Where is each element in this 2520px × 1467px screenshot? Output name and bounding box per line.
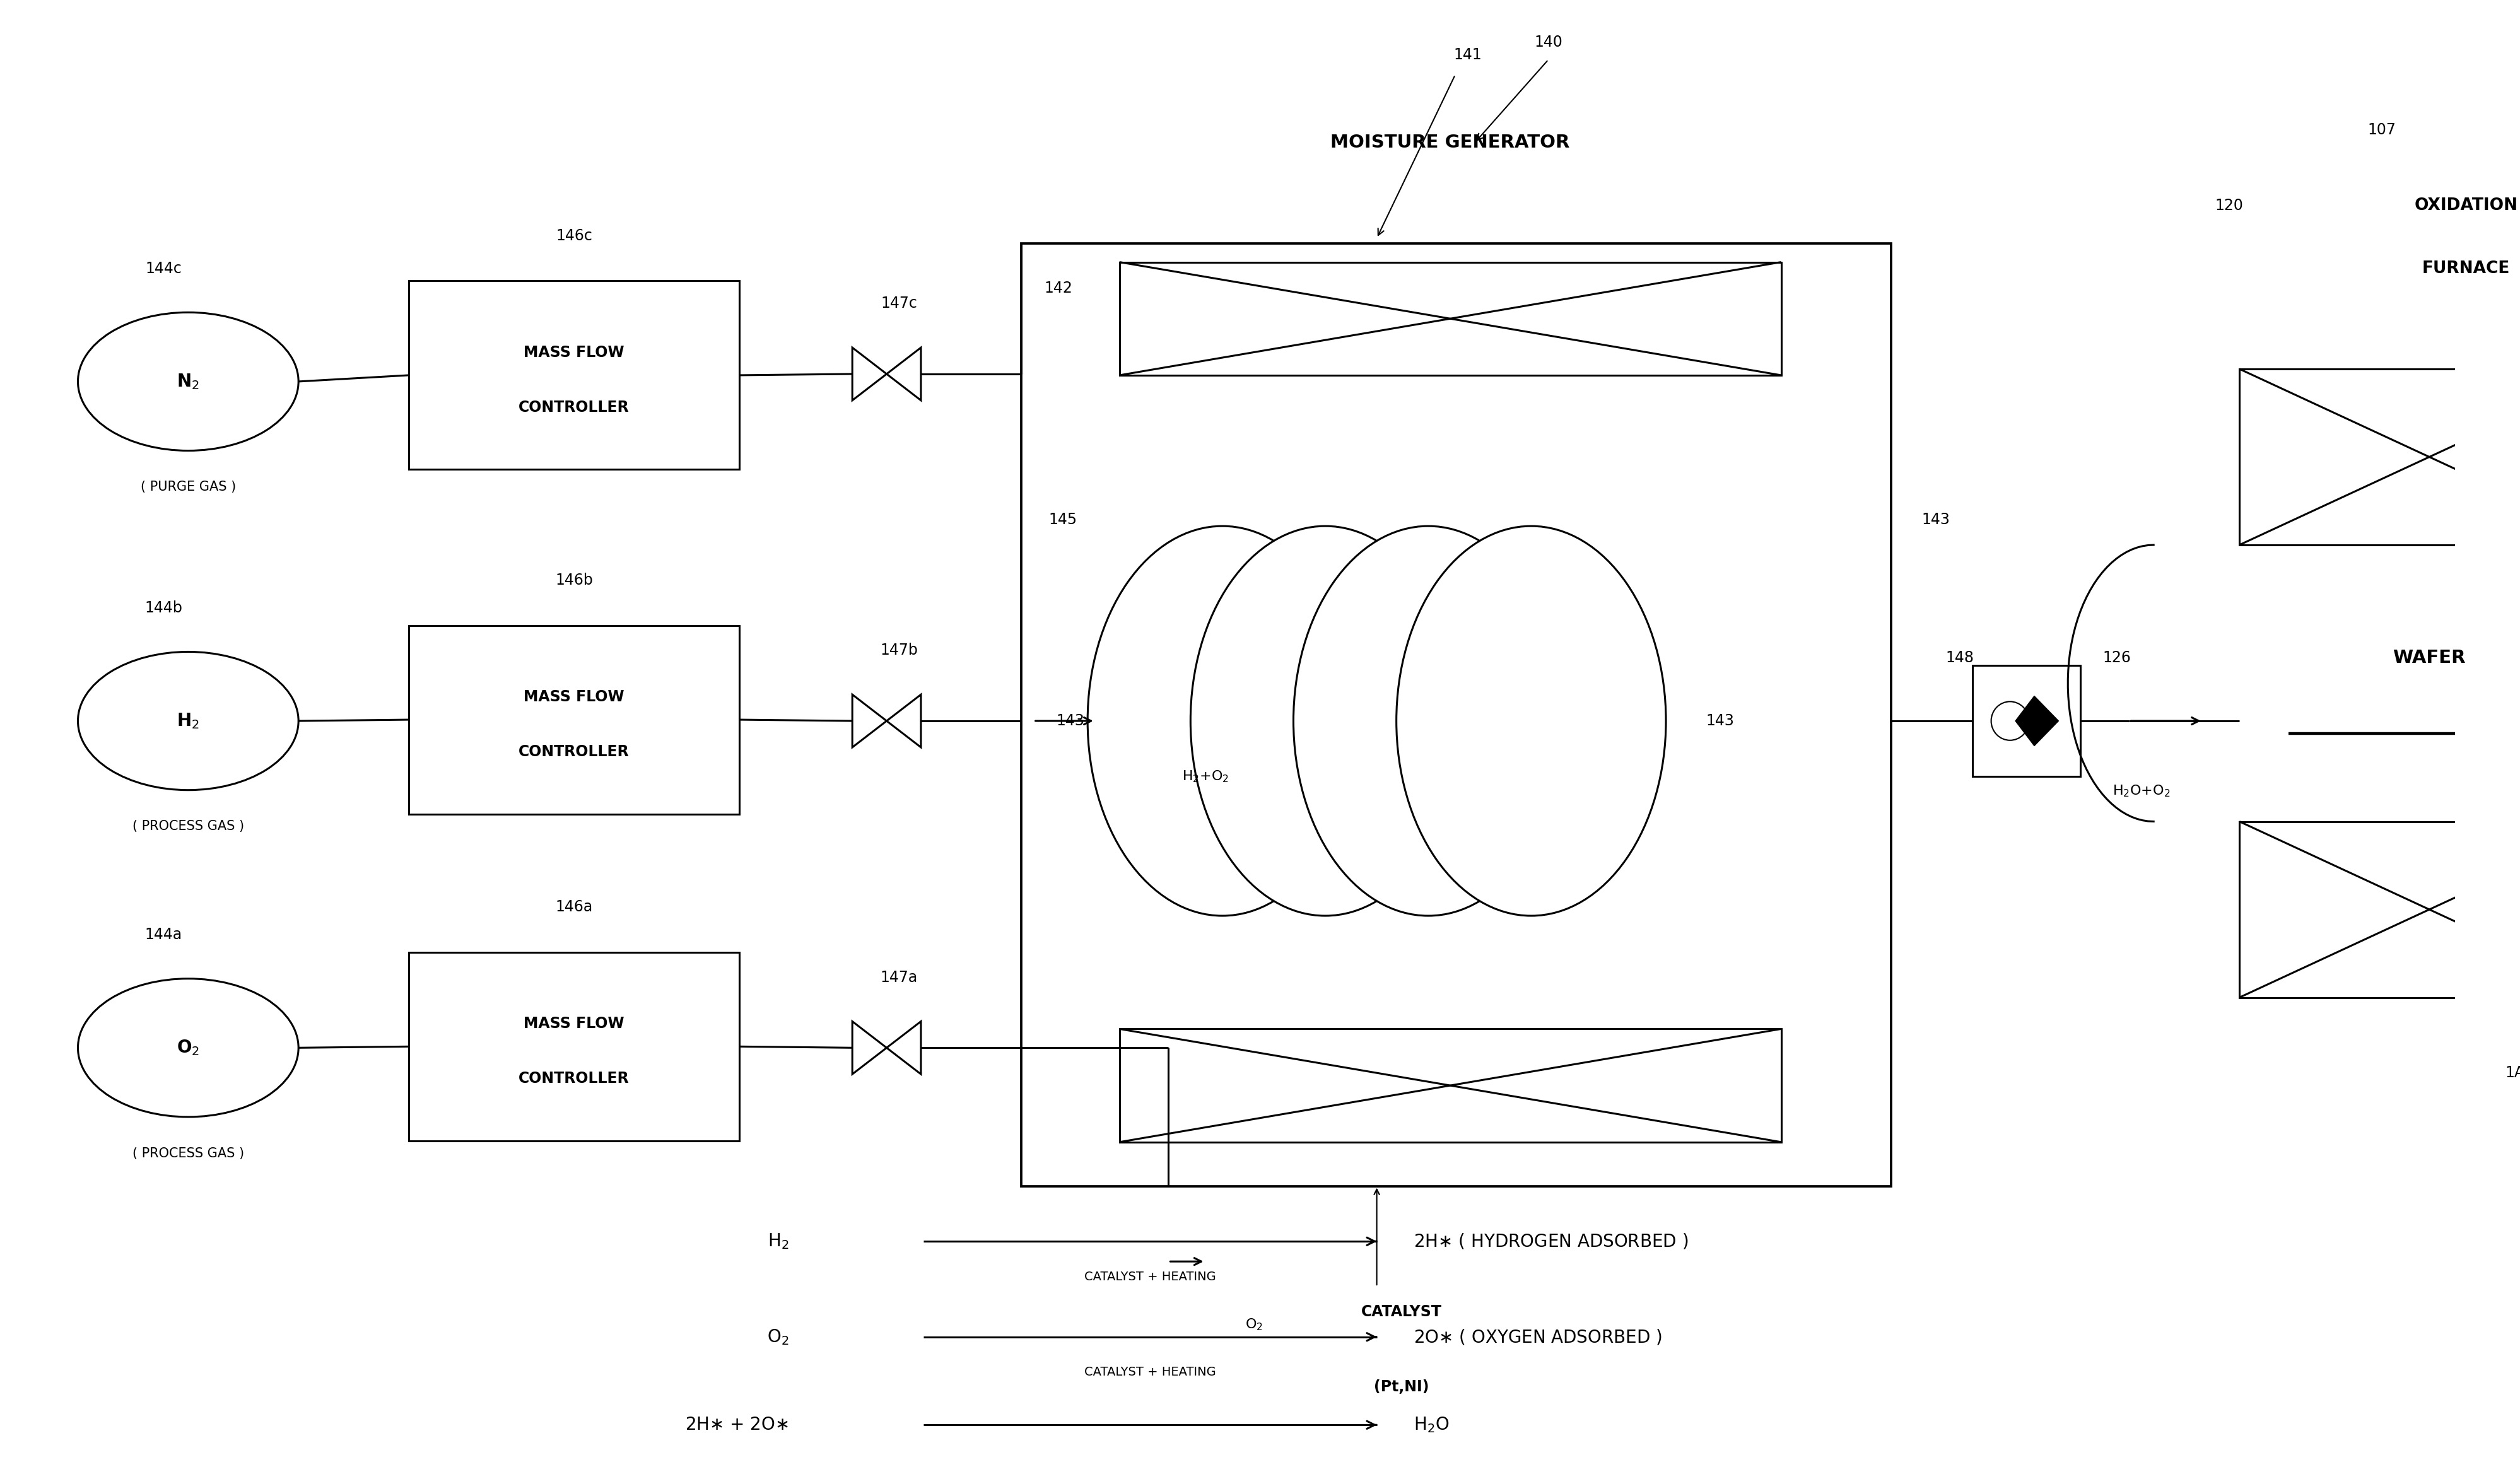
Text: 126: 126 bbox=[2102, 650, 2132, 666]
Bar bbox=[408, 625, 738, 814]
Text: 146c: 146c bbox=[557, 229, 592, 244]
Text: CONTROLLER: CONTROLLER bbox=[519, 744, 630, 760]
Text: MASS FLOW: MASS FLOW bbox=[524, 345, 625, 361]
Bar bbox=[1119, 263, 1782, 376]
Text: 2H$\ast$ + 2O$\ast$: 2H$\ast$ + 2O$\ast$ bbox=[685, 1416, 789, 1433]
Bar bbox=[1973, 666, 2079, 776]
Text: MOISTURE GENERATOR: MOISTURE GENERATOR bbox=[1331, 133, 1570, 151]
Text: 148: 148 bbox=[1945, 650, 1973, 666]
Ellipse shape bbox=[1189, 527, 1459, 915]
Text: (Pt,NI): (Pt,NI) bbox=[1373, 1379, 1429, 1395]
Text: 2H$\ast$ ( HYDROGEN ADSORBED ): 2H$\ast$ ( HYDROGEN ADSORBED ) bbox=[1414, 1232, 1688, 1250]
Text: H$_2$: H$_2$ bbox=[176, 711, 199, 731]
Text: O$_2$: O$_2$ bbox=[1245, 1317, 1263, 1332]
Text: N$_2$: N$_2$ bbox=[176, 373, 199, 390]
Text: MASS FLOW: MASS FLOW bbox=[524, 1017, 625, 1031]
Text: 144c: 144c bbox=[146, 261, 181, 276]
Bar bbox=[2240, 822, 2520, 998]
Bar bbox=[408, 282, 738, 469]
Text: O$_2$: O$_2$ bbox=[766, 1328, 789, 1347]
Text: H$_2$O+O$_2$: H$_2$O+O$_2$ bbox=[2112, 783, 2170, 798]
Text: 144a: 144a bbox=[146, 927, 181, 942]
Text: FURNACE: FURNACE bbox=[2422, 260, 2510, 277]
Text: H$_2$O: H$_2$O bbox=[1414, 1416, 1449, 1435]
Text: ( PROCESS GAS ): ( PROCESS GAS ) bbox=[134, 820, 244, 833]
Text: 140: 140 bbox=[1535, 35, 1562, 50]
Ellipse shape bbox=[1396, 527, 1666, 915]
Ellipse shape bbox=[78, 651, 297, 791]
Text: OXIDATION: OXIDATION bbox=[2414, 198, 2517, 214]
Text: 1A: 1A bbox=[2505, 1065, 2520, 1081]
Text: ( PURGE GAS ): ( PURGE GAS ) bbox=[141, 481, 237, 493]
Text: CATALYST + HEATING: CATALYST + HEATING bbox=[1084, 1270, 1217, 1282]
Bar bbox=[1119, 1028, 1782, 1141]
Text: 147a: 147a bbox=[879, 970, 917, 984]
Text: MASS FLOW: MASS FLOW bbox=[524, 689, 625, 704]
Ellipse shape bbox=[1089, 527, 1358, 915]
Text: H$_2$: H$_2$ bbox=[769, 1232, 789, 1251]
Text: 147b: 147b bbox=[879, 643, 917, 659]
Ellipse shape bbox=[78, 312, 297, 450]
Text: 141: 141 bbox=[1454, 47, 1482, 62]
Text: 147c: 147c bbox=[879, 296, 917, 311]
Text: 142: 142 bbox=[1043, 280, 1074, 296]
Polygon shape bbox=[2016, 695, 2059, 745]
Text: CATALYST: CATALYST bbox=[1361, 1304, 1441, 1319]
Text: 145: 145 bbox=[1048, 512, 1079, 527]
Text: CATALYST + HEATING: CATALYST + HEATING bbox=[1084, 1366, 1217, 1378]
Text: 2O$\ast$ ( OXYGEN ADSORBED ): 2O$\ast$ ( OXYGEN ADSORBED ) bbox=[1414, 1328, 1663, 1347]
Bar bbox=[1021, 244, 1893, 1185]
Text: 146a: 146a bbox=[554, 899, 592, 914]
Ellipse shape bbox=[1293, 527, 1562, 915]
Text: CONTROLLER: CONTROLLER bbox=[519, 1071, 630, 1086]
Text: ( PROCESS GAS ): ( PROCESS GAS ) bbox=[134, 1147, 244, 1160]
Text: H$_2$+O$_2$: H$_2$+O$_2$ bbox=[1182, 769, 1230, 783]
Text: WAFER: WAFER bbox=[2394, 650, 2465, 667]
Text: 143: 143 bbox=[1920, 512, 1950, 527]
Text: 143: 143 bbox=[1706, 713, 1734, 729]
Text: CONTROLLER: CONTROLLER bbox=[519, 399, 630, 415]
Bar bbox=[2240, 368, 2520, 544]
Text: 107: 107 bbox=[2366, 123, 2397, 138]
Text: 143: 143 bbox=[1056, 713, 1084, 729]
Ellipse shape bbox=[78, 978, 297, 1116]
Bar bbox=[408, 952, 738, 1141]
Text: 120: 120 bbox=[2215, 198, 2243, 213]
Text: O$_2$: O$_2$ bbox=[176, 1039, 199, 1058]
Text: 144b: 144b bbox=[144, 600, 181, 615]
Text: 146b: 146b bbox=[554, 572, 592, 588]
